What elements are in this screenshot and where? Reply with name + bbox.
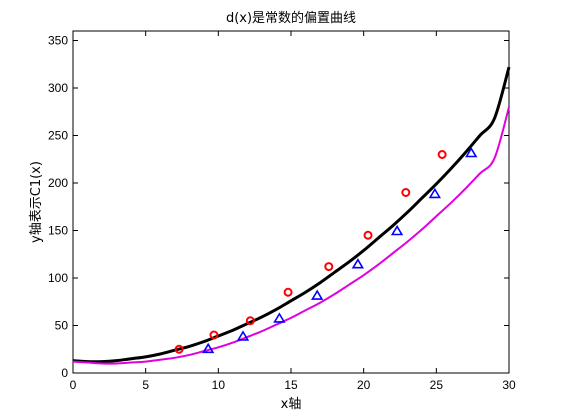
y-tick-label: 250 [48,129,68,143]
triangle-marker [465,146,478,158]
x-tick-label: 25 [430,378,444,392]
y-tick-label: 0 [61,366,68,380]
y-tick-label: 150 [48,224,68,238]
circle-marker [437,150,447,159]
x-axis-label: x轴 [281,397,302,412]
circle-marker [174,344,184,354]
chart-title: d(x)是常数的偏置曲线 [226,10,356,26]
triangle-marker [273,312,286,323]
triangle-marker [428,187,441,199]
y-tick-label: 300 [48,81,68,95]
y-tick-label: 200 [48,176,68,190]
circle-marker [324,262,334,272]
x-tick-label: 15 [284,378,298,392]
triangle-marker [351,258,364,269]
plot-area [72,30,510,374]
y-axis-label: y轴表示C1(x) [29,161,44,243]
circle-marker [245,316,255,326]
series-layer [72,66,511,365]
triangle-marker [236,330,250,341]
y-tick-label: 50 [55,319,69,333]
triangle-marker [310,289,324,300]
circle-marker [283,287,293,297]
circle-marker [363,230,373,240]
x-tick-label: 5 [142,378,149,392]
triangle-marker [390,224,404,236]
x-tick-label: 0 [70,378,77,392]
x-tick-label: 30 [502,378,516,392]
series-line-1 [72,106,510,365]
y-tick-label: 100 [48,271,68,285]
circle-marker [209,330,219,340]
x-tick-label: 20 [357,378,371,392]
y-tick-label: 350 [48,34,68,48]
series-line-0 [72,66,511,364]
triangle-marker [201,342,215,354]
circle-marker [401,188,411,197]
x-tick-label: 10 [212,378,226,392]
